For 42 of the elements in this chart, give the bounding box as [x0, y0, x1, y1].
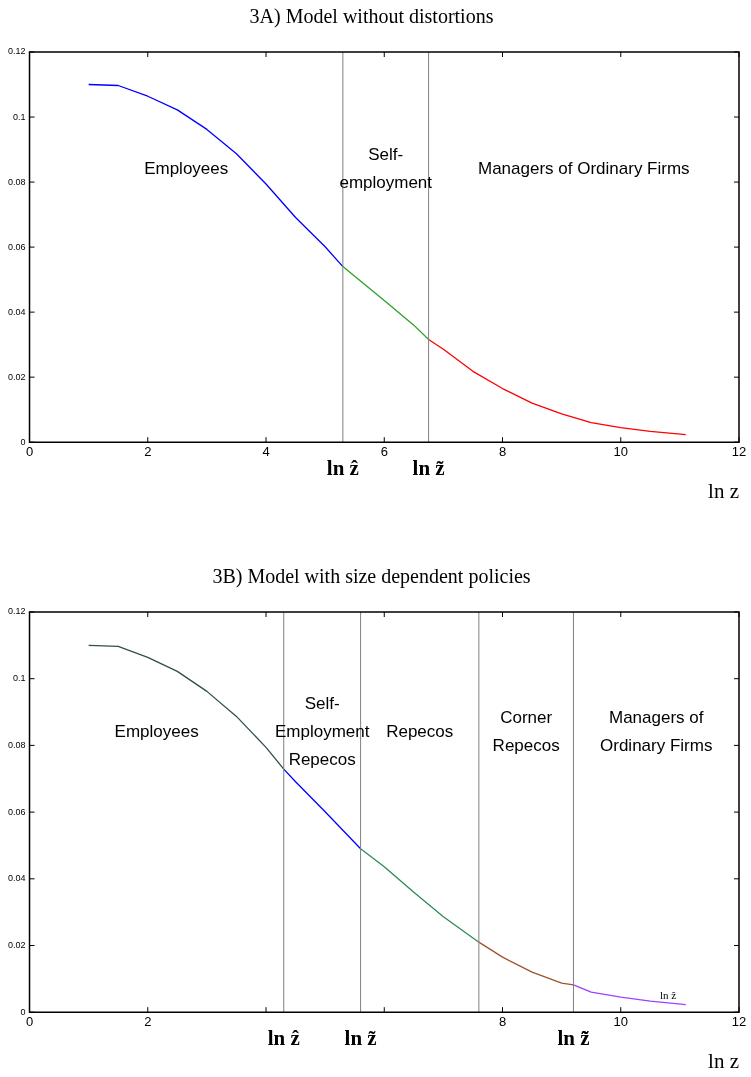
y-tick-label: 0.08: [7, 739, 26, 750]
y-tick-label: 0.12: [7, 46, 26, 57]
x-tick-label: 12: [731, 443, 747, 459]
annotation: Corner Repecos: [492, 707, 560, 755]
y-tick-label: 0.1: [13, 111, 26, 122]
chart-title: 3A) Model without distortions: [249, 5, 494, 29]
annotation: Managers of Ordinary Firms: [600, 707, 713, 755]
x-tick-label: 8: [498, 1013, 507, 1029]
y-tick-label: 0.08: [7, 176, 26, 187]
x-tick-label: 8: [498, 443, 507, 459]
x-axis-title: ln z: [708, 1048, 739, 1073]
annotation: Managers of Ordinary Firms: [477, 158, 690, 178]
chart-title: 3B) Model with size dependent policies: [212, 565, 531, 589]
x-tick-label: 2: [144, 1013, 152, 1029]
y-tick-label: 0.12: [7, 606, 26, 617]
y-tick-label: 0.06: [7, 806, 26, 817]
annotation: Employees: [144, 158, 229, 178]
x-tick-label: 10: [613, 443, 628, 459]
x-tick-label: 12: [731, 1013, 747, 1029]
annotation: Employees: [114, 721, 199, 741]
y-tick-label: 0.04: [7, 306, 26, 317]
ref-line-label: ln z̃̃: [557, 1026, 590, 1051]
x-tick-label: 4: [262, 443, 270, 459]
x-axis-title: ln z: [708, 478, 739, 503]
ref-line-label: ln ẑ: [326, 456, 359, 481]
y-tick-label: 0.06: [7, 241, 26, 252]
y-tick-label: 0: [20, 436, 26, 447]
x-tick-label: 6: [380, 443, 388, 459]
y-tick-label: 0.02: [7, 371, 26, 382]
x-tick-label: 10: [613, 1013, 628, 1029]
annotation: Self- employment: [339, 144, 433, 192]
y-tick-label: 0.04: [7, 873, 26, 884]
x-tick-label: 2: [144, 443, 152, 459]
ref-line-label: ln z̃: [412, 456, 445, 481]
annotation: Self- Employment Repecos: [274, 693, 370, 769]
y-tick-label: 0: [20, 1006, 26, 1017]
ref-line-label: ln ẑ: [267, 1026, 300, 1051]
annotation: ln ẑ: [659, 989, 677, 1002]
y-tick-label: 0.02: [7, 939, 26, 950]
ref-line-label: ln z̃: [344, 1026, 377, 1051]
y-tick-label: 0.1: [13, 673, 26, 684]
annotation: Repecos: [386, 721, 454, 741]
